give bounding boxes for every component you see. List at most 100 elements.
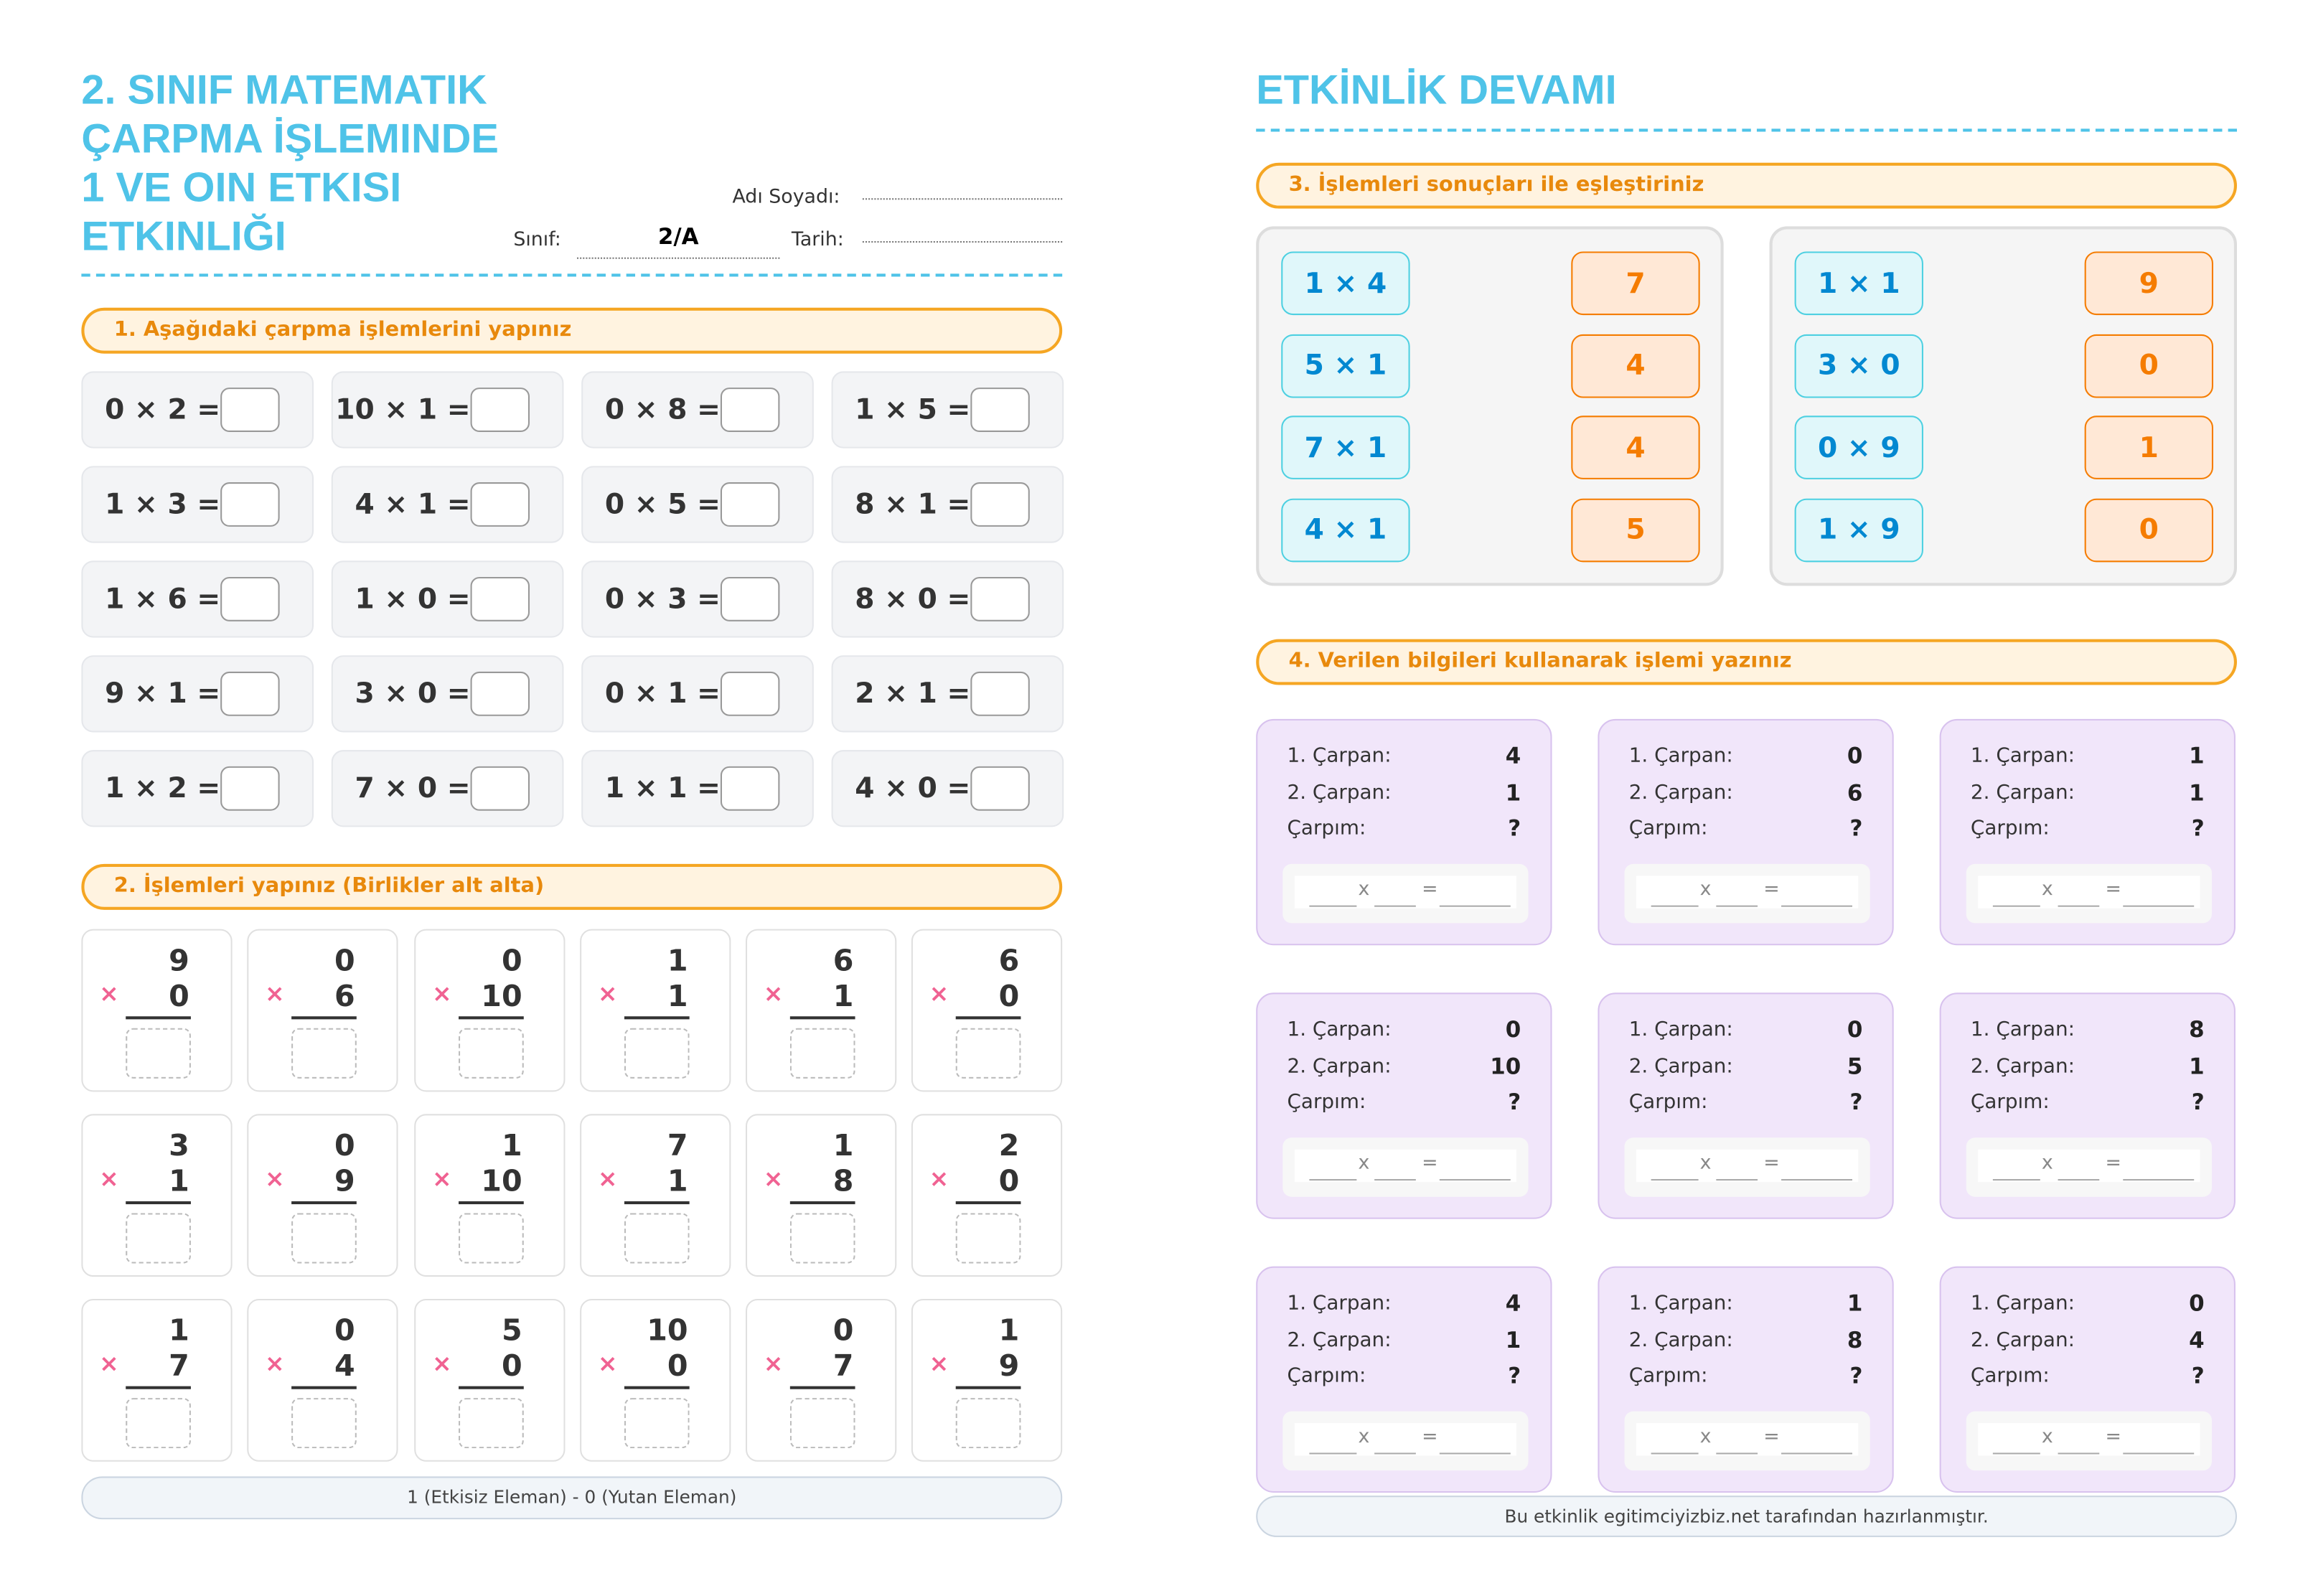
times-sign: x (1699, 1152, 1712, 1175)
info-label: 2. Çarpan: (1970, 780, 2075, 804)
info-card: 1. Çarpan: 1 2. Çarpan: 8 Çarpım:? x = (1598, 1266, 1894, 1493)
write-area: x = (1282, 1411, 1529, 1471)
equals-sign: = (1422, 1152, 1438, 1175)
blank-line (1716, 1179, 1758, 1181)
equals-sign: = (1422, 1426, 1438, 1449)
problem-text: 1 × 6 = (105, 583, 221, 616)
problem-text: 9 × 1 = (105, 677, 221, 710)
info-value: 4 (1505, 742, 1521, 769)
info-value: ? (1508, 1089, 1521, 1116)
result-box[interactable]: 4 (1571, 416, 1700, 479)
info-value: 0 (1505, 1016, 1521, 1043)
answer-box (624, 1398, 690, 1449)
top-number: 1 (667, 942, 688, 978)
info-value: ? (1849, 815, 1863, 842)
problem-text: 2 × 1 = (855, 677, 971, 710)
answer-box (220, 482, 280, 527)
blank-line (2123, 905, 2195, 907)
operator: × (597, 979, 618, 1008)
top-number: 1 (502, 1127, 522, 1163)
answer-box (126, 1398, 191, 1449)
info-label: 1. Çarpan: (1970, 1018, 2075, 1042)
result-box[interactable]: 9 (2084, 251, 2214, 316)
result-box[interactable]: 4 (1571, 333, 1700, 398)
operation-box[interactable]: 5 × 1 (1281, 333, 1410, 398)
operation-box[interactable]: 4 × 1 (1281, 497, 1410, 562)
problem-text: 0 × 8 = (604, 393, 721, 426)
info-label: Çarpım: (1970, 816, 2050, 840)
answer-box (470, 482, 530, 527)
operator: × (431, 979, 452, 1008)
blank-row: x = (1978, 1149, 2200, 1183)
blank-line (2058, 1179, 2100, 1181)
problem-text: 4 × 0 = (855, 772, 971, 805)
info-value: ? (1508, 1362, 1521, 1389)
operator: × (431, 1164, 452, 1193)
answer-box (720, 388, 780, 432)
operation-box[interactable]: 7 × 1 (1281, 416, 1410, 479)
problem-text: 1 × 5 = (855, 393, 971, 426)
problem-card: 8 × 1 = (831, 466, 1064, 543)
problem-card: 0 × 8 = (581, 371, 814, 449)
answer-box (789, 1213, 855, 1264)
operation-box[interactable]: 1 × 1 (1794, 251, 1923, 316)
answer-line (291, 1016, 357, 1020)
result-box[interactable]: 0 (2084, 497, 2214, 562)
section-heading: 2. İşlemleri yapınız (Birlikler alt alta… (81, 863, 1063, 910)
top-number: 1 (169, 1312, 189, 1348)
dotted-line (576, 257, 780, 259)
vertical-problem: 7 1 × (580, 1114, 731, 1277)
problem-text: 8 × 0 = (855, 583, 971, 616)
problem-text: 10 × 1 = (335, 393, 471, 426)
blank-line (2123, 1452, 2195, 1455)
answer-box (220, 766, 280, 811)
info-label: 1. Çarpan: (1287, 1018, 1392, 1042)
problem-card: 1 × 2 = (81, 750, 314, 827)
answer-box (470, 388, 530, 432)
blank-row: x = (1636, 876, 1859, 909)
result-box[interactable]: 0 (2084, 333, 2214, 398)
answer-box (970, 671, 1030, 716)
result-box[interactable]: 5 (1571, 497, 1700, 562)
info-value: 4 (2189, 1326, 2205, 1353)
operation-box[interactable]: 0 × 9 (1794, 416, 1923, 479)
vertical-problem: 0 7 × (745, 1298, 897, 1462)
bottom-number: 0 (502, 1348, 522, 1384)
info-label: 1. Çarpan: (1628, 1018, 1733, 1042)
operation-box[interactable]: 1 × 4 (1281, 251, 1410, 316)
result-box[interactable]: 1 (2084, 416, 2214, 479)
info-card: 1. Çarpan: 8 2. Çarpan: 1 Çarpım:? x = (1939, 992, 2236, 1219)
top-number: 6 (998, 942, 1020, 978)
bottom-number: 6 (334, 977, 355, 1014)
info-label: Çarpım: (1628, 1090, 1708, 1114)
operation-box[interactable]: 3 × 0 (1794, 333, 1923, 398)
times-sign: x (2041, 1152, 2053, 1175)
vertical-problem: 0 9 × (247, 1114, 398, 1277)
answer-line (955, 1016, 1021, 1020)
blank-line (1716, 905, 1758, 907)
operation-box[interactable]: 1 × 9 (1794, 497, 1923, 562)
blank-line (1439, 1179, 1511, 1181)
footer-note: Bu etkinlik egitimciyizbiz.net tarafında… (1256, 1496, 2237, 1537)
answer-box (459, 1213, 524, 1264)
info-value: ? (2191, 815, 2205, 842)
times-sign: x (1699, 878, 1712, 901)
answer-box (459, 1028, 524, 1079)
result-box[interactable]: 7 (1571, 251, 1700, 316)
problem-text: 3 × 0 = (355, 677, 471, 710)
info-value: 0 (1847, 742, 1863, 769)
info-value: 0 (1847, 1016, 1863, 1043)
answer-box (470, 766, 530, 811)
answer-box (970, 482, 1030, 527)
answer-line (459, 1201, 524, 1205)
bottom-number: 1 (667, 977, 688, 1014)
title-line: ETKINLIĞI (81, 212, 286, 259)
problem-card: 0 × 1 = (581, 655, 814, 733)
problem-text: 0 × 5 = (604, 488, 721, 521)
blank-line (1716, 1452, 1758, 1455)
field-label: Adı Soyadı: (732, 186, 840, 209)
problem-text: 1 × 1 = (604, 772, 721, 805)
top-number: 5 (502, 1312, 522, 1348)
